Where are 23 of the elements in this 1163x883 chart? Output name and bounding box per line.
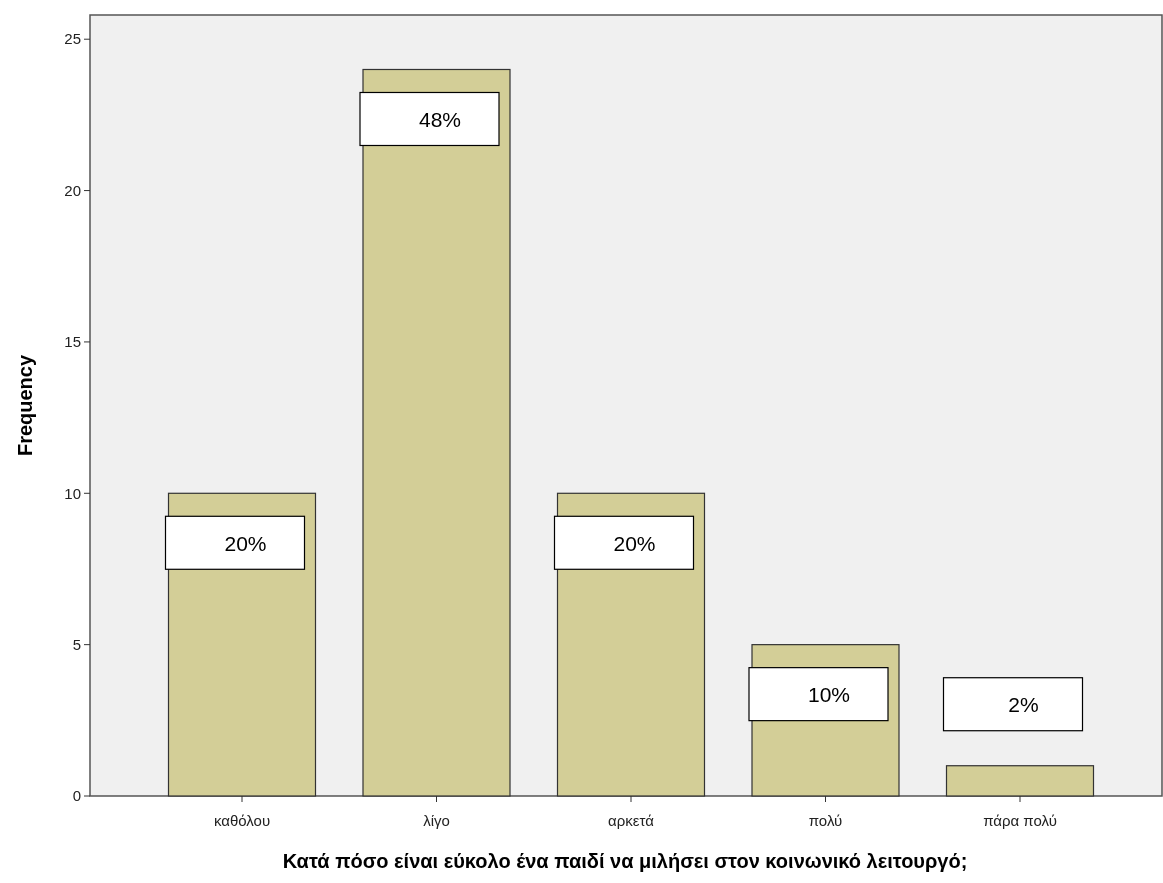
- percent-label: 20%: [553, 515, 695, 570]
- x-tick-label: αρκετά: [608, 812, 655, 829]
- x-tick-label: καθόλου: [213, 812, 271, 829]
- y-tick-label: 0: [72, 787, 81, 805]
- x-axis-title: Κατά πόσο είναι εύκολο ένα παιδί να μιλήσει στον κοινωνικό λειτουργό;: [282, 850, 968, 872]
- annotation: 2%: [1008, 693, 1039, 717]
- y-axis-title: Frequency: [14, 354, 36, 457]
- percent-label: 2%: [942, 677, 1084, 732]
- annotation: 20%: [224, 531, 267, 555]
- y-tick-label: 10: [64, 484, 81, 502]
- x-tick-label: πάρα πολύ: [983, 812, 1057, 829]
- x-tick-label: πολύ: [808, 812, 843, 829]
- y-tick-label: 5: [72, 635, 81, 653]
- x-tick-label: λίγο: [423, 812, 450, 829]
- annotation: 48%: [418, 107, 462, 131]
- y-tick-label: 25: [64, 30, 81, 48]
- annotation: 10%: [807, 682, 851, 706]
- percent-label: 48%: [359, 91, 500, 147]
- y-tick-label: 15: [64, 333, 81, 351]
- percent-label: 10%: [748, 667, 889, 722]
- annotation: 20%: [613, 531, 656, 555]
- y-tick-label: 20: [64, 181, 81, 199]
- percent-label: 20%: [164, 515, 306, 570]
